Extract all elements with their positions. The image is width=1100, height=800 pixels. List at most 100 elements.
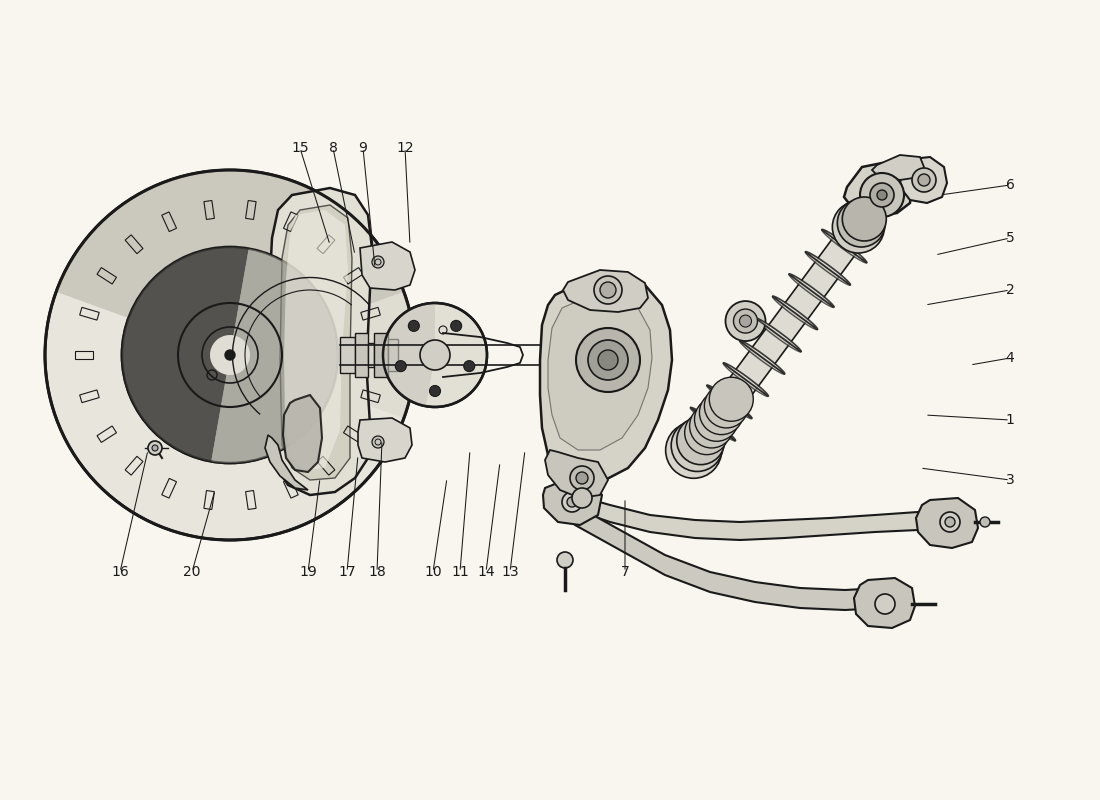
Polygon shape bbox=[544, 450, 608, 498]
Polygon shape bbox=[706, 386, 752, 418]
Circle shape bbox=[666, 422, 722, 478]
Text: 17: 17 bbox=[338, 565, 355, 579]
Circle shape bbox=[429, 386, 440, 397]
Wedge shape bbox=[122, 247, 249, 462]
Circle shape bbox=[451, 320, 462, 331]
Text: 2: 2 bbox=[1005, 283, 1014, 297]
Circle shape bbox=[562, 492, 582, 512]
Polygon shape bbox=[572, 495, 940, 540]
Circle shape bbox=[395, 361, 406, 372]
Circle shape bbox=[940, 512, 960, 532]
Circle shape bbox=[843, 197, 887, 241]
Circle shape bbox=[837, 199, 886, 247]
Text: 6: 6 bbox=[1005, 178, 1014, 192]
Circle shape bbox=[408, 320, 419, 331]
Polygon shape bbox=[563, 270, 648, 312]
Circle shape bbox=[383, 303, 487, 407]
Circle shape bbox=[739, 315, 751, 327]
Circle shape bbox=[860, 173, 904, 217]
Polygon shape bbox=[805, 252, 850, 286]
Polygon shape bbox=[265, 435, 308, 490]
Circle shape bbox=[122, 247, 338, 463]
Circle shape bbox=[726, 301, 766, 341]
Text: 12: 12 bbox=[396, 141, 414, 155]
Text: 1: 1 bbox=[1005, 413, 1014, 427]
Text: 4: 4 bbox=[1005, 351, 1014, 365]
Polygon shape bbox=[789, 274, 834, 307]
Polygon shape bbox=[872, 155, 924, 180]
Circle shape bbox=[588, 340, 628, 380]
Circle shape bbox=[420, 340, 450, 370]
Circle shape bbox=[945, 517, 955, 527]
Circle shape bbox=[148, 441, 162, 455]
Polygon shape bbox=[822, 230, 867, 262]
Polygon shape bbox=[691, 407, 736, 441]
Wedge shape bbox=[331, 292, 415, 418]
Polygon shape bbox=[822, 230, 867, 263]
Text: 14: 14 bbox=[477, 565, 495, 579]
Text: 19: 19 bbox=[299, 565, 317, 579]
Polygon shape bbox=[900, 157, 947, 203]
Polygon shape bbox=[739, 341, 784, 374]
Text: 3: 3 bbox=[1005, 473, 1014, 487]
Circle shape bbox=[676, 417, 725, 465]
Circle shape bbox=[372, 256, 384, 268]
Circle shape bbox=[870, 183, 894, 207]
Text: 16: 16 bbox=[111, 565, 129, 579]
Circle shape bbox=[980, 517, 990, 527]
Circle shape bbox=[684, 410, 728, 454]
Circle shape bbox=[576, 328, 640, 392]
Circle shape bbox=[572, 488, 592, 508]
Circle shape bbox=[833, 201, 884, 253]
Text: 18: 18 bbox=[368, 565, 386, 579]
Polygon shape bbox=[844, 163, 912, 217]
Circle shape bbox=[704, 384, 748, 428]
Circle shape bbox=[226, 350, 235, 360]
Polygon shape bbox=[543, 478, 602, 525]
Polygon shape bbox=[548, 295, 652, 450]
Circle shape bbox=[557, 552, 573, 568]
Circle shape bbox=[566, 497, 578, 507]
Polygon shape bbox=[360, 242, 415, 290]
Polygon shape bbox=[854, 578, 915, 628]
Text: 15: 15 bbox=[292, 141, 309, 155]
Polygon shape bbox=[916, 498, 978, 548]
Polygon shape bbox=[756, 318, 801, 352]
Circle shape bbox=[918, 174, 930, 186]
Circle shape bbox=[576, 472, 588, 484]
Polygon shape bbox=[388, 339, 398, 371]
Polygon shape bbox=[723, 363, 768, 397]
Circle shape bbox=[734, 309, 758, 333]
Circle shape bbox=[594, 276, 621, 304]
Circle shape bbox=[570, 466, 594, 490]
Circle shape bbox=[877, 190, 887, 200]
Polygon shape bbox=[340, 337, 355, 373]
Text: 8: 8 bbox=[329, 141, 338, 155]
Polygon shape bbox=[805, 252, 850, 285]
Circle shape bbox=[710, 378, 754, 422]
Circle shape bbox=[152, 445, 158, 451]
Polygon shape bbox=[280, 205, 352, 480]
Polygon shape bbox=[568, 505, 882, 610]
Polygon shape bbox=[691, 407, 736, 441]
Circle shape bbox=[874, 594, 895, 614]
Wedge shape bbox=[211, 249, 338, 463]
Polygon shape bbox=[772, 296, 817, 330]
Polygon shape bbox=[723, 363, 768, 396]
Text: 13: 13 bbox=[502, 565, 519, 579]
Polygon shape bbox=[540, 275, 672, 485]
Polygon shape bbox=[673, 186, 893, 470]
Text: 10: 10 bbox=[425, 565, 442, 579]
Circle shape bbox=[598, 350, 618, 370]
Circle shape bbox=[700, 390, 744, 434]
Polygon shape bbox=[374, 333, 388, 377]
Wedge shape bbox=[45, 170, 415, 540]
Circle shape bbox=[464, 361, 475, 372]
Wedge shape bbox=[56, 170, 404, 318]
Polygon shape bbox=[268, 188, 372, 495]
Polygon shape bbox=[789, 274, 834, 307]
Polygon shape bbox=[756, 318, 801, 352]
Circle shape bbox=[690, 404, 734, 448]
Wedge shape bbox=[383, 303, 434, 406]
Circle shape bbox=[694, 398, 738, 442]
